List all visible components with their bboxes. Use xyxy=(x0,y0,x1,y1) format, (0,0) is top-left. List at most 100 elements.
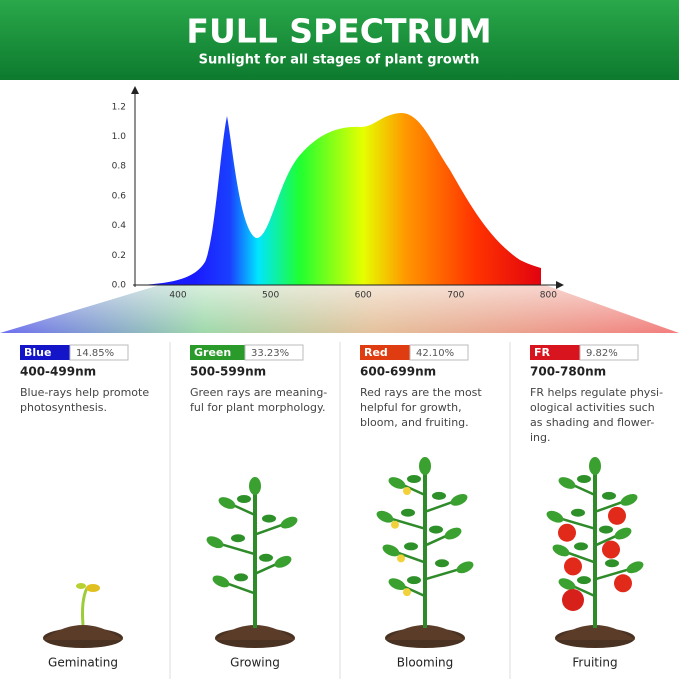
y-tick-label: 0.2 xyxy=(112,251,126,261)
branch xyxy=(560,517,596,530)
x-tick-label: 800 xyxy=(540,291,557,301)
branch xyxy=(396,551,426,564)
leaf xyxy=(558,578,576,591)
band-name: Blue xyxy=(24,346,51,359)
branch xyxy=(572,483,596,497)
leaf xyxy=(620,493,638,506)
branch xyxy=(402,483,426,497)
leaf xyxy=(546,510,564,523)
band-description: ful for plant morphology. xyxy=(190,401,325,414)
leaf xyxy=(599,525,613,534)
leaf xyxy=(231,534,245,543)
stage-label: Growing xyxy=(230,656,280,670)
leaf xyxy=(626,561,644,574)
leaf xyxy=(435,559,449,568)
band-name: Green xyxy=(194,346,231,359)
branch xyxy=(254,562,278,575)
leaf xyxy=(234,573,248,582)
title: FULL SPECTRUM xyxy=(186,12,491,51)
branch xyxy=(424,500,454,514)
leaf xyxy=(218,497,236,509)
leaf xyxy=(552,544,570,557)
flower xyxy=(403,487,411,495)
percent-box xyxy=(69,344,129,361)
band-description: Blue-rays help promote xyxy=(20,386,149,399)
y-tick-label: 0.0 xyxy=(112,281,127,291)
band-range: 400-499nm xyxy=(20,365,96,379)
tomato xyxy=(614,574,632,593)
leaf xyxy=(577,576,591,585)
leaf xyxy=(605,559,619,568)
band-percent: 14.85% xyxy=(76,348,114,359)
leaf xyxy=(388,578,406,591)
branch xyxy=(566,551,596,564)
soil-mound xyxy=(215,625,295,640)
branch xyxy=(390,517,426,530)
branch xyxy=(594,534,618,547)
branch xyxy=(424,534,448,547)
band-range: 600-699nm xyxy=(360,365,436,379)
x-tick-label: 600 xyxy=(355,291,372,301)
soil-mound xyxy=(385,625,465,640)
leaf xyxy=(376,510,394,523)
leaf xyxy=(571,508,585,517)
light-fan-shade xyxy=(0,285,679,333)
leaf xyxy=(577,475,591,483)
tomato xyxy=(602,540,620,559)
band-percent: 9.82% xyxy=(586,348,618,359)
y-tick-label: 0.4 xyxy=(112,221,127,231)
branch xyxy=(424,568,460,581)
leaf xyxy=(456,561,474,574)
leaf xyxy=(280,516,298,529)
band-range: 500-599nm xyxy=(190,365,266,379)
flower xyxy=(403,588,411,597)
branch xyxy=(572,585,596,598)
leaf xyxy=(212,575,230,588)
flower xyxy=(391,520,399,529)
y-tick-label: 1.2 xyxy=(112,102,126,112)
x-tick-label: 400 xyxy=(169,291,186,301)
band-range: 700-780nm xyxy=(530,365,606,379)
band-description: ological activities such xyxy=(530,401,655,414)
leaf xyxy=(614,527,632,540)
leaf xyxy=(274,555,292,568)
leaf xyxy=(574,542,588,551)
band-percent: 33.23% xyxy=(251,348,289,359)
leaf xyxy=(262,514,276,523)
stage-label: Fruiting xyxy=(572,656,617,670)
band-description: bloom, and fruiting. xyxy=(360,416,469,429)
leaf xyxy=(419,457,431,475)
sprout-leaf xyxy=(86,584,100,592)
band-description: Green rays are meaning- xyxy=(190,386,327,399)
spectrum-curve xyxy=(140,112,541,285)
leaf xyxy=(382,544,400,557)
tomato xyxy=(564,557,582,576)
subtitle: Sunlight for all stages of plant growth xyxy=(199,53,480,68)
band-description: as shading and flower- xyxy=(530,416,654,429)
soil-mound xyxy=(555,625,635,640)
branch xyxy=(594,500,624,514)
y-tick-label: 0.6 xyxy=(112,191,127,201)
tomato xyxy=(558,523,576,542)
branch xyxy=(232,503,256,517)
band-percent: 42.10% xyxy=(416,348,454,359)
band-tag xyxy=(190,345,245,360)
sprout-leaf xyxy=(76,583,86,589)
tomato xyxy=(608,506,626,525)
leaf xyxy=(429,525,443,534)
x-arrow xyxy=(556,281,564,289)
x-tick-label: 500 xyxy=(262,291,279,301)
leaf xyxy=(259,553,273,562)
leaf xyxy=(432,491,446,500)
leaf xyxy=(206,536,224,549)
leaf xyxy=(237,495,251,503)
percent-box xyxy=(409,344,469,361)
header-band xyxy=(0,0,679,80)
band-description: ing. xyxy=(530,431,551,444)
branch xyxy=(594,568,630,581)
band-name: Red xyxy=(364,346,388,359)
y-tick-label: 0.8 xyxy=(112,162,127,172)
y-tick-label: 1.0 xyxy=(112,132,127,142)
band-tag xyxy=(530,345,580,360)
